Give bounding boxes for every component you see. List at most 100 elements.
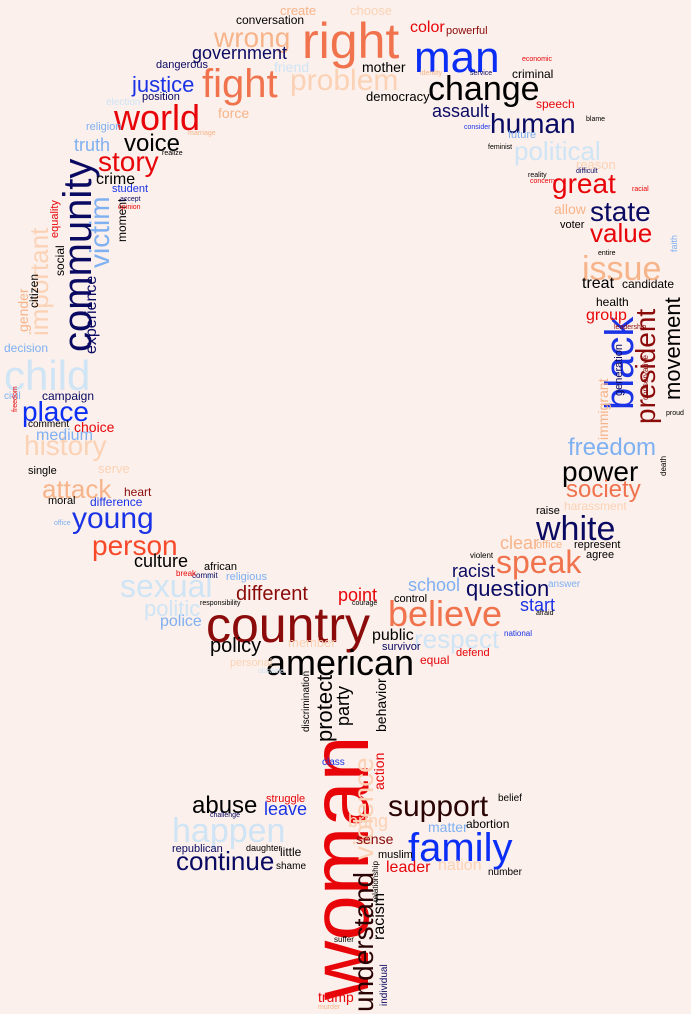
word-number: number [488,867,522,878]
word-heart: heart [124,485,152,499]
word-abuse: abuse [192,792,258,819]
word-single: single [28,465,57,477]
word-believe: believe [388,593,503,634]
word-assault: assault [432,101,490,121]
word-power: power [562,456,639,487]
word-man: man [414,33,500,82]
word-comment: comment [28,419,70,430]
word-election: election [106,97,141,108]
word-member: member [288,635,336,650]
word-friend: friend [274,59,310,75]
word-party: party [333,685,353,726]
word-represent: represent [574,539,621,551]
word-faith: faith [669,234,679,252]
word-harassment: harassment [564,499,627,513]
word-truth: truth [74,135,111,155]
word-individual: individual [379,964,390,1006]
word-feminist: feminist [488,144,513,151]
word-obstacle: obstacle [258,668,285,675]
word-service: service [470,70,493,77]
word-culture: culture [134,551,189,571]
word-little: little [280,845,302,859]
word-respect: respect [414,624,500,654]
word-african: african [204,561,238,573]
word-sexual: sexual [120,568,213,604]
word-religious: religious [226,571,267,583]
word-raise: raise [536,505,560,517]
word-relationship: relationship [371,861,380,902]
word-racist: racist [452,561,496,581]
word-struggle: struggle [266,793,306,805]
word-continue: continue [176,846,275,876]
word-candidate: candidate [622,277,675,291]
word-realize: realize [162,150,183,157]
word-muslim: muslim [378,849,413,861]
word-speak: speak [496,544,582,580]
word-difference: difference [90,495,143,509]
word-national: national [504,629,533,638]
word-bring: bring [348,811,389,831]
word-treat: treat [582,275,615,292]
word-racial: racial [632,186,649,193]
word-difficult: difficult [576,168,598,175]
word-freedom: freedom [568,434,657,461]
word-shame: shame [276,861,307,872]
word-equal: equal [420,653,450,667]
word-politic: politic [144,596,201,621]
word-conversation: conversation [236,13,305,27]
word-freedom: freedom [12,386,19,412]
word-mother: mother [362,59,406,75]
word-force: force [218,105,250,121]
word-violent: violent [470,551,494,560]
word-human: human [490,108,576,139]
word-color: color [410,19,445,36]
word-dangerous: dangerous [156,59,208,71]
word-voter: voter [560,219,585,231]
word-answer: answer [548,579,581,590]
word-police: police [160,613,202,630]
word-create: create [280,3,317,18]
word-state: state [590,196,651,227]
word-leadership: leadership [614,324,647,331]
word-sense: sense [356,831,394,847]
word-experience: experience [83,275,100,354]
word-different: different [236,583,308,605]
word-moral: moral [48,495,76,507]
word-choose: choose [350,3,392,18]
word-society: society [566,476,641,503]
word-leave: leave [264,799,308,819]
word-allow: allow [554,201,586,217]
word-great: great [552,168,616,199]
word-action: action [371,752,387,790]
word-problem: problem [290,64,399,97]
word-accept: accept [120,196,141,203]
word-proud: proud [666,410,684,417]
word-religion: religion [86,121,122,133]
word-medium: medium [36,427,93,444]
word-policy: policy [210,635,262,657]
word-abortion: abortion [466,817,510,831]
word-conservative: conservative [641,355,650,400]
word-place: place [22,396,89,427]
word-leader: leader [386,859,431,876]
word-crime: crime [96,171,136,188]
word-office: office [54,520,71,527]
word-victim: victim [84,196,115,268]
word-daughter: daughter [246,843,282,853]
word-movement: movement [660,297,685,400]
word-history: history [24,430,107,461]
word-consider: consider [464,124,491,131]
word-attack: attack [42,474,112,504]
word-wrong: wrong [214,22,291,53]
word-campaign: campaign [42,389,95,403]
word-world: world [114,97,201,138]
word-belief: belief [498,793,522,804]
word-matter: matter [428,819,468,835]
word-group: group [586,307,627,324]
word-generation: generation [613,344,625,396]
word-political: political [514,136,601,166]
word-fight: fight [202,62,278,106]
word-powerful: powerful [446,25,488,37]
word-afraid: afraid [536,610,554,617]
